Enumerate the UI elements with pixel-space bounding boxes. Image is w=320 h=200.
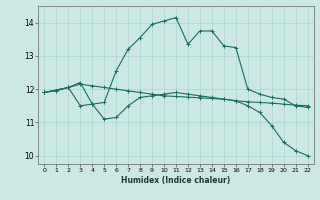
X-axis label: Humidex (Indice chaleur): Humidex (Indice chaleur) <box>121 176 231 185</box>
